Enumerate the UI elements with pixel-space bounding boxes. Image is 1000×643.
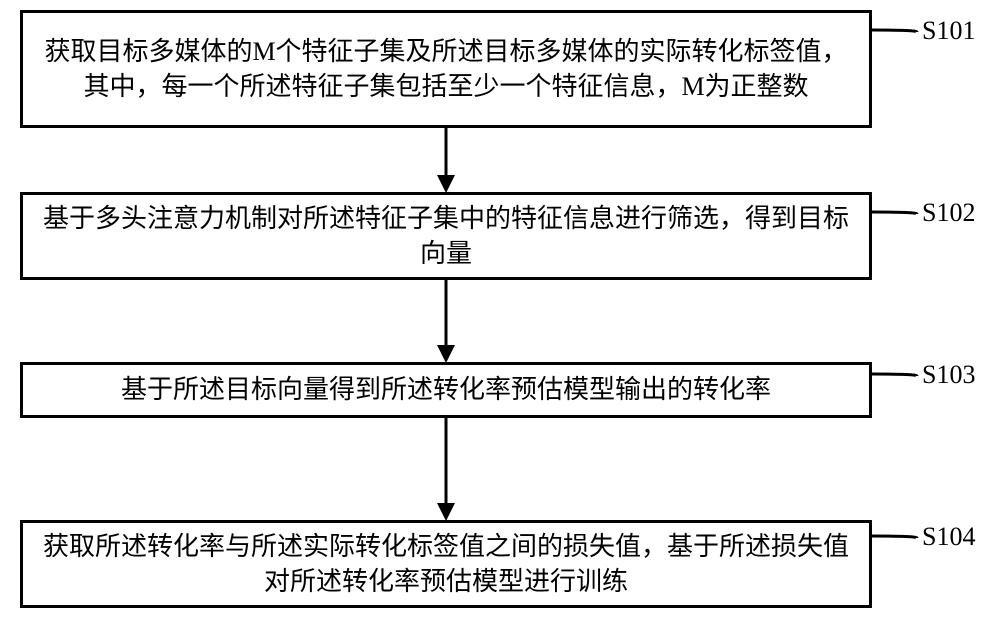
label-connector <box>872 536 917 538</box>
step-label-s103: S103 <box>922 360 975 390</box>
flowchart-canvas: 获取目标多媒体的M个特征子集及所述目标多媒体的实际转化标签值，其中，每一个所述特… <box>0 0 1000 643</box>
label-connector <box>872 30 917 32</box>
label-connector <box>872 212 917 214</box>
step-label-s104: S104 <box>922 522 975 552</box>
flow-node-s101: 获取目标多媒体的M个特征子集及所述目标多媒体的实际转化标签值，其中，每一个所述特… <box>20 10 872 128</box>
label-connector <box>872 374 917 376</box>
step-label-s101: S101 <box>922 16 975 46</box>
flow-node-text: 获取目标多媒体的M个特征子集及所述目标多媒体的实际转化标签值，其中，每一个所述特… <box>33 34 859 104</box>
step-label-s102: S102 <box>922 198 975 228</box>
flow-node-text: 基于所述目标向量得到所述转化率预估模型输出的转化率 <box>121 372 771 407</box>
flow-node-s102: 基于多头注意力机制对所述特征子集中的特征信息进行筛选，得到目标向量 <box>20 192 872 280</box>
flow-node-text: 获取所述转化率与所述实际转化标签值之间的损失值，基于所述损失值对所述转化率预估模… <box>33 529 859 599</box>
flow-node-s103: 基于所述目标向量得到所述转化率预估模型输出的转化率 <box>20 362 872 418</box>
flow-node-text: 基于多头注意力机制对所述特征子集中的特征信息进行筛选，得到目标向量 <box>33 201 859 271</box>
flow-node-s104: 获取所述转化率与所述实际转化标签值之间的损失值，基于所述损失值对所述转化率预估模… <box>20 520 872 608</box>
